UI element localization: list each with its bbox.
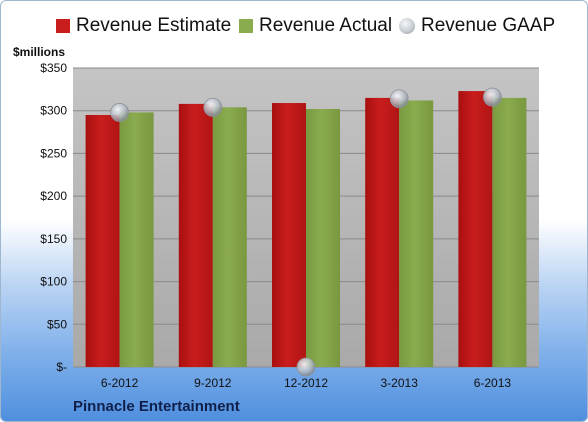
marker-revenue-gaap bbox=[110, 103, 129, 122]
y-tick-label: $300 bbox=[40, 104, 67, 118]
legend-label-estimate: Revenue Estimate bbox=[76, 15, 232, 36]
x-tick-label: 6-2012 bbox=[101, 376, 139, 390]
y-tick-label: $50 bbox=[47, 317, 67, 331]
legend: Revenue Estimate Revenue Actual Revenue … bbox=[1, 15, 587, 45]
y-tick-label: $250 bbox=[40, 146, 67, 160]
bar-revenue-actual bbox=[492, 97, 527, 368]
legend-swatch-estimate bbox=[56, 19, 70, 33]
bar-revenue-estimate bbox=[85, 114, 120, 367]
y-tick-label: $350 bbox=[40, 61, 67, 75]
x-tick-label: 3-2013 bbox=[381, 376, 419, 390]
marker-revenue-gaap bbox=[389, 89, 409, 109]
x-tick-label: 9-2012 bbox=[194, 376, 232, 390]
legend-item-gaap: Revenue GAAP bbox=[399, 15, 555, 37]
marker-revenue-gaap bbox=[203, 97, 223, 117]
x-tick-label: 6-2013 bbox=[474, 376, 512, 390]
bar-revenue-estimate bbox=[272, 103, 306, 368]
bar-revenue-actual bbox=[119, 112, 154, 368]
legend-label-actual: Revenue Actual bbox=[259, 15, 393, 36]
bar-revenue-estimate bbox=[458, 91, 493, 368]
y-tick-label: $200 bbox=[40, 189, 67, 203]
bar-revenue-estimate bbox=[178, 103, 213, 367]
bar-revenue-actual bbox=[212, 107, 247, 367]
bar-revenue-actual bbox=[399, 100, 434, 367]
x-tick-label: 12-2012 bbox=[284, 376, 328, 390]
y-tick-label: $- bbox=[56, 360, 67, 374]
y-tick-label: $100 bbox=[40, 275, 67, 289]
bar-revenue-estimate bbox=[365, 97, 400, 368]
legend-marker-gaap bbox=[399, 18, 415, 34]
y-axis-unit-label: $millions bbox=[13, 45, 66, 59]
legend-label-gaap: Revenue GAAP bbox=[421, 15, 556, 36]
legend-item-estimate: Revenue Estimate bbox=[56, 15, 231, 37]
legend-item-actual: Revenue Actual bbox=[239, 15, 392, 37]
marker-revenue-gaap bbox=[296, 357, 316, 377]
company-name: Pinnacle Entertainment bbox=[73, 398, 240, 415]
legend-swatch-actual bbox=[239, 19, 253, 33]
bar-revenue-actual bbox=[306, 109, 340, 368]
y-tick-label: $150 bbox=[40, 232, 67, 246]
marker-revenue-gaap bbox=[482, 87, 502, 107]
